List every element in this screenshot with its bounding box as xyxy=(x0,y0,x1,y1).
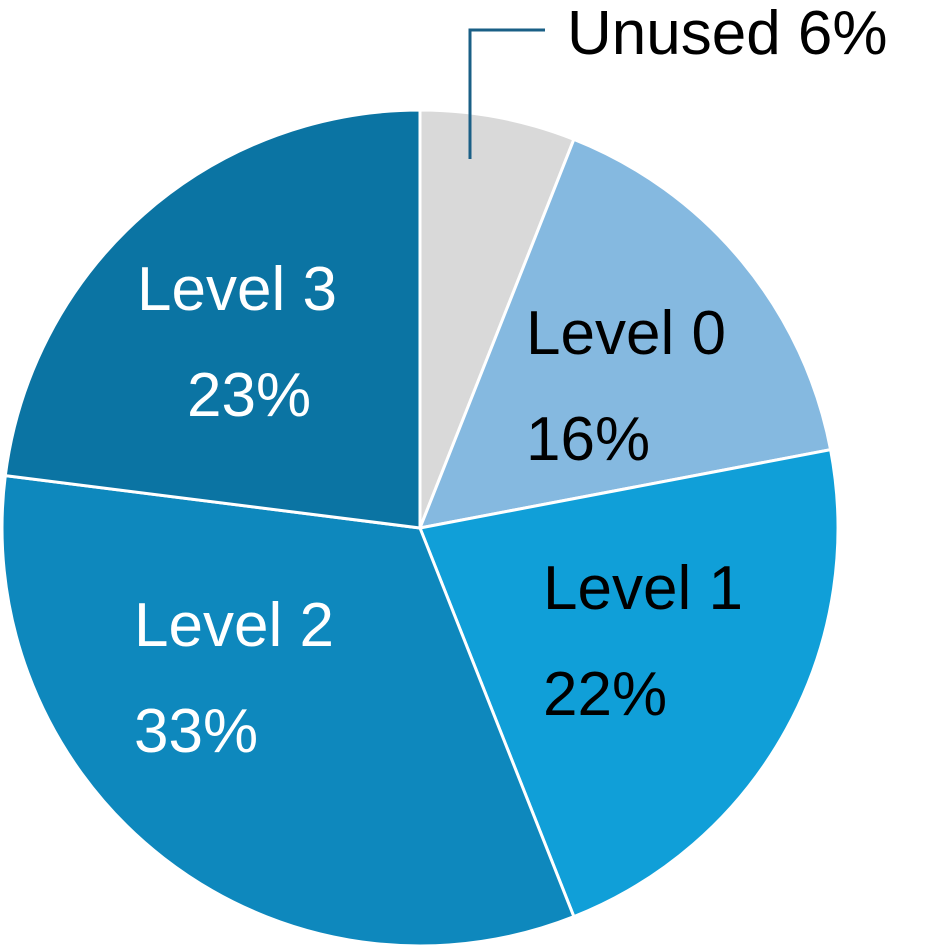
data-label-name-level-1: Level 1 xyxy=(543,554,743,623)
data-label-value-level-0: 16% xyxy=(526,405,650,474)
pie-slice-unused xyxy=(418,108,576,529)
pie-slice-level-2 xyxy=(0,473,576,946)
data-label-value-level-3: 23% xyxy=(187,361,311,430)
data-label-name-level-2: Level 2 xyxy=(134,591,334,660)
data-label-value-level-1: 22% xyxy=(543,660,667,729)
pie-slices xyxy=(0,108,840,946)
data-label-value-level-2: 33% xyxy=(134,697,258,766)
data-label-name-level-3: Level 3 xyxy=(137,255,337,324)
callout-line-unused xyxy=(468,28,545,159)
pie-slice-level-1 xyxy=(417,447,840,919)
pie-slice-level-3 xyxy=(3,108,422,530)
pie-slice-level-0 xyxy=(417,137,833,530)
data-label-name-level-0: Level 0 xyxy=(526,299,726,368)
data-label-unused: Unused 6% xyxy=(567,0,888,68)
pie-labels: Unused 6% Level 0 16% Level 1 22% Level 2 33% L… xyxy=(134,0,888,766)
